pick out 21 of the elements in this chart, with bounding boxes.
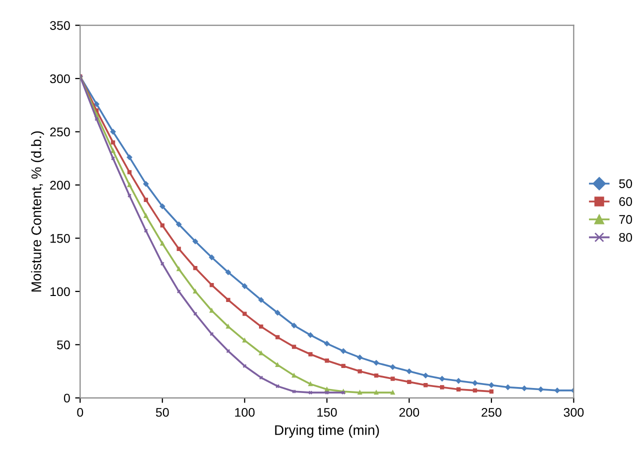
y-tick-label: 300 [50,74,70,84]
legend-label: 50 [619,179,632,188]
x-tick-label: 100 [235,408,255,417]
legend-label: 80 [619,232,632,242]
y-tick-label: 0 [64,394,70,403]
x-tick-label: 0 [77,408,84,417]
x-tick-label: 150 [317,408,337,417]
y-axis-title: Moisture Content, % (d.b.) [31,131,44,292]
y-tick-label: 50 [57,340,70,350]
y-tick-label: 200 [50,180,70,190]
x-axis-title: Drying time (min) [275,424,379,438]
legend-label: 60 [619,197,632,206]
y-tick-label: 100 [50,287,70,296]
x-tick-label: 50 [156,408,169,417]
y-tick-label: 350 [50,21,70,30]
y-tick-label: 250 [50,128,70,136]
y-tick-label: 150 [50,234,70,243]
x-tick-label: 250 [482,408,502,417]
x-tick-label: 300 [564,408,584,417]
legend-label: 70 [619,215,632,224]
x-tick-label: 200 [399,408,420,417]
